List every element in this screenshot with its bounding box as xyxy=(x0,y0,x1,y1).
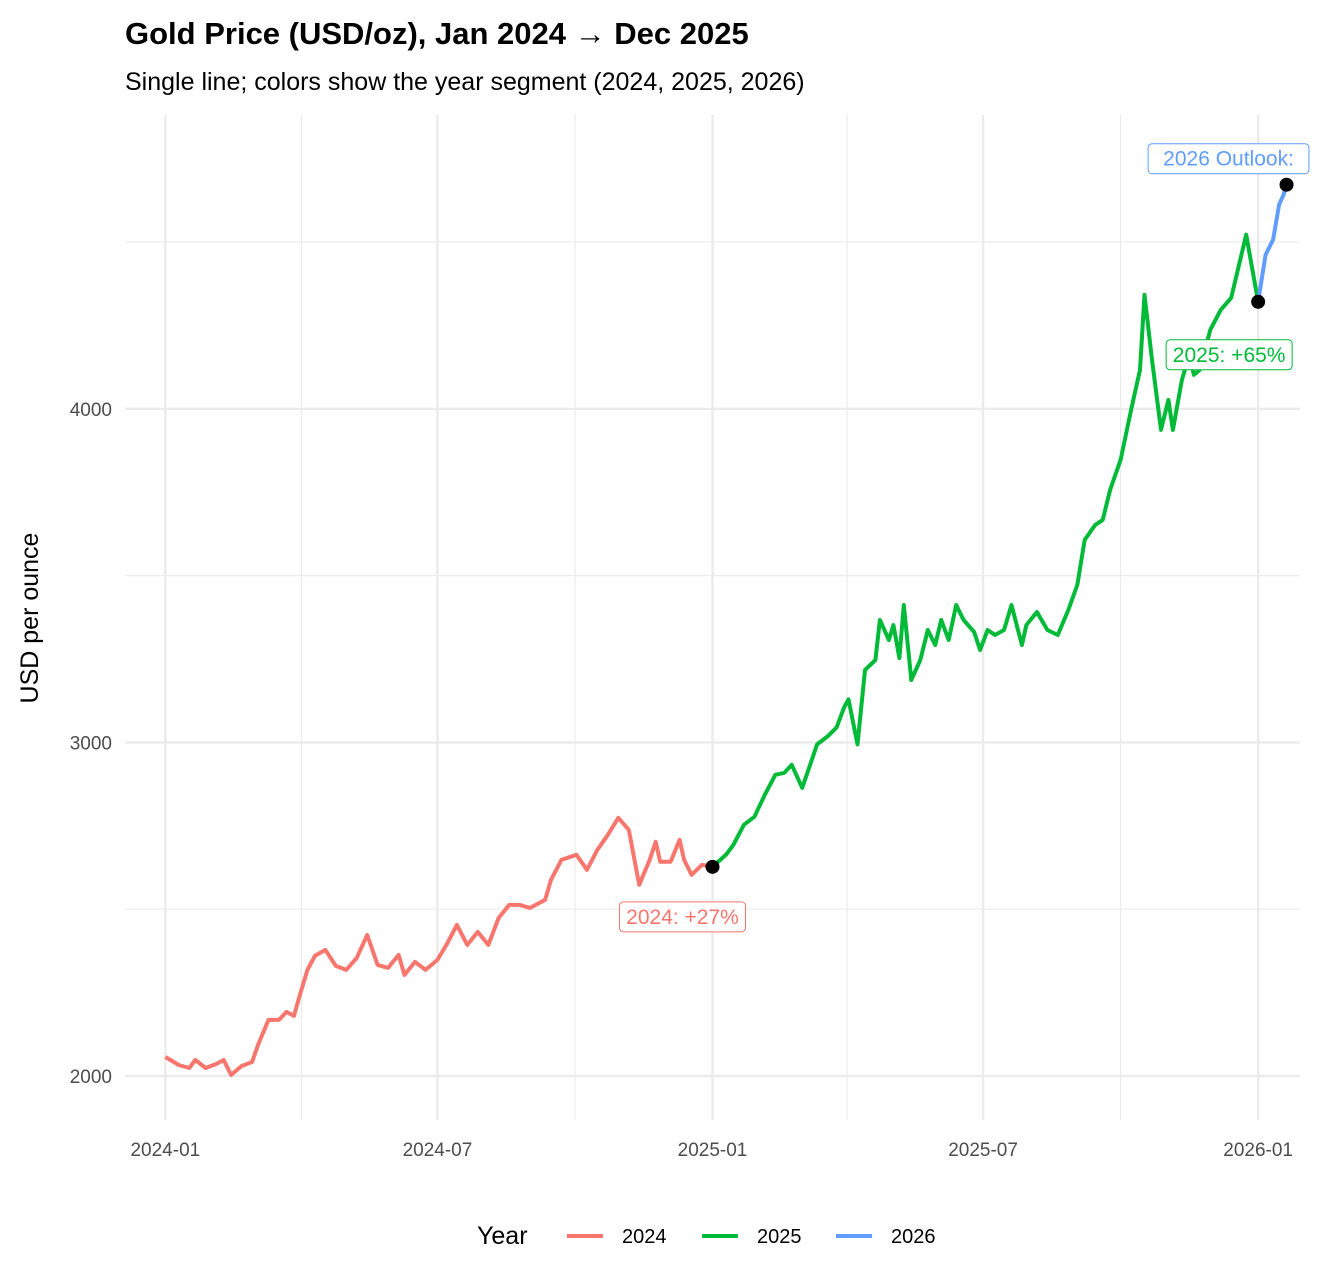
highlight-point xyxy=(705,859,720,874)
y-tick-label: 2000 xyxy=(70,1067,112,1088)
highlight-points xyxy=(705,177,1294,874)
series-line-2026 xyxy=(1256,184,1289,303)
legend-title: Year xyxy=(477,1222,528,1250)
annotation-text: 2025: +65% xyxy=(1173,344,1286,367)
annotation-label: 2024: +27% xyxy=(619,901,746,933)
annotation-label: 2026 Outlook: xyxy=(1147,143,1310,175)
x-axis: 2024-01 2024-07 2025-01 2025-07 2026-01 xyxy=(130,1140,1293,1161)
highlight-point xyxy=(1251,294,1266,309)
annotation-text: 2026 Outlook: xyxy=(1163,148,1294,171)
y-axis: 2000 3000 4000 xyxy=(70,400,112,1088)
series-line-2025 xyxy=(711,232,1261,869)
legend-label-2024: 2024 xyxy=(622,1226,667,1248)
chart-subtitle: Single line; colors show the year segmen… xyxy=(125,68,805,96)
legend-label-2025: 2025 xyxy=(757,1226,802,1248)
x-tick-label: 2024-07 xyxy=(403,1140,473,1161)
legend-label-2026: 2026 xyxy=(891,1226,936,1248)
y-tick-label: 4000 xyxy=(70,400,112,421)
chart-title: Gold Price (USD/oz), Jan 2024 → Dec 2025 xyxy=(125,16,749,51)
y-tick-label: 3000 xyxy=(70,733,112,754)
series-lines xyxy=(164,184,1289,1077)
x-tick-label: 2025-07 xyxy=(948,1140,1018,1161)
x-tick-label: 2024-01 xyxy=(130,1140,200,1161)
annotation-text: 2024: +27% xyxy=(626,906,739,929)
series-line-2024 xyxy=(164,815,713,1077)
annotation-box xyxy=(1165,339,1293,371)
annotation-label: 2025: +65% xyxy=(1165,339,1293,371)
y-axis-label: USD per ounce xyxy=(16,533,44,704)
annotation-box xyxy=(619,901,746,933)
annotations: 2024: +27% 2025: +65% 2026 Outlook: xyxy=(619,143,1310,933)
legend: Year 2024 2025 2026 xyxy=(477,1222,936,1250)
x-tick-label: 2025-01 xyxy=(678,1140,748,1161)
x-tick-label: 2026-01 xyxy=(1223,1140,1293,1161)
highlight-point xyxy=(1279,177,1294,192)
grid xyxy=(125,115,1300,1120)
annotation-box xyxy=(1147,143,1310,175)
